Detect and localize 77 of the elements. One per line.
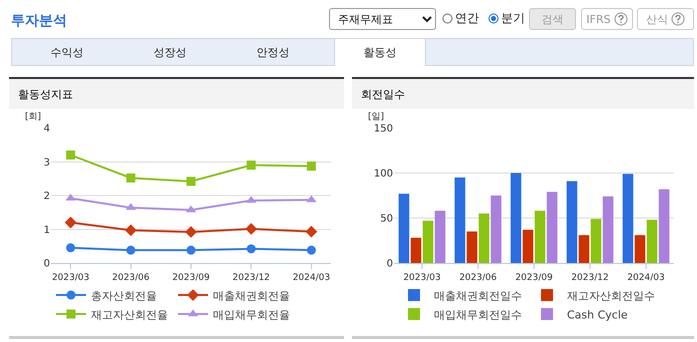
x-tick-label: 2023/12 xyxy=(571,272,609,283)
bar xyxy=(646,220,658,263)
bar xyxy=(434,210,446,263)
y-axis-title: [일] xyxy=(368,112,384,122)
bar xyxy=(422,220,434,263)
x-tick-label: 2023/09 xyxy=(172,272,210,283)
point xyxy=(126,173,136,182)
point xyxy=(245,223,258,235)
y-tick-label: 0 xyxy=(386,258,393,270)
text: 수익성 xyxy=(50,45,84,61)
legend-label: 매출채권회전율 xyxy=(213,289,290,302)
x-tick-label: 2023/06 xyxy=(112,272,150,283)
x-tick-label: 2023/12 xyxy=(232,272,270,283)
point xyxy=(64,216,76,228)
y-tick-label: 4 xyxy=(44,124,50,134)
bar xyxy=(602,196,614,263)
bar xyxy=(566,181,578,263)
y-tick-label: 0 xyxy=(44,258,50,270)
point xyxy=(186,176,196,186)
point xyxy=(186,246,196,255)
y-tick-label: 1 xyxy=(44,224,50,236)
text: 검색 xyxy=(529,8,576,30)
text: 활동성 xyxy=(334,38,426,66)
text: 연간 xyxy=(455,10,479,27)
x-tick-label: 2024/03 xyxy=(627,272,665,283)
y-tick-label: 3 xyxy=(44,157,50,168)
y-tick-label: 50 xyxy=(380,214,393,224)
legend-label: 총자산회전율 xyxy=(91,289,157,302)
legend-label: 매출채권회전일수 xyxy=(434,289,522,302)
bar xyxy=(410,238,422,263)
legend-label: 재고자산회전일수 xyxy=(567,289,655,302)
y-tick-label: 2 xyxy=(44,191,50,202)
point xyxy=(66,150,76,160)
point xyxy=(306,246,316,255)
x-tick-label: 2024/03 xyxy=(292,272,330,283)
point xyxy=(306,226,318,238)
bar xyxy=(546,192,558,263)
bar xyxy=(622,174,634,263)
legend-label: 매입채무회전일수 xyxy=(434,308,522,322)
bar xyxy=(658,189,670,263)
chart-title: 활동성지표 xyxy=(9,77,344,109)
bar xyxy=(578,235,590,263)
legend-label: Cash Cycle xyxy=(567,308,628,322)
x-tick-label: 2023/06 xyxy=(459,272,497,283)
text: 투자분석 xyxy=(11,12,67,30)
point xyxy=(126,246,136,255)
bar xyxy=(510,173,522,263)
bar xyxy=(466,232,478,263)
y-axis-title: [회] xyxy=(25,112,42,122)
text: 주재무제표 xyxy=(329,8,436,30)
bar xyxy=(634,235,646,263)
x-tick-label: 2023/09 xyxy=(515,272,553,283)
legend-label: 재고자산회전율 xyxy=(91,308,168,322)
x-tick-label: 2023/03 xyxy=(403,272,441,283)
text: 성장성 xyxy=(152,45,188,61)
bar xyxy=(478,214,490,263)
x-tick-label: 2023/03 xyxy=(52,272,90,283)
bar xyxy=(534,210,546,263)
y-tick-label: 100 xyxy=(374,168,393,180)
point xyxy=(246,160,256,170)
bar xyxy=(454,178,466,263)
text: IFRS xyxy=(586,12,611,26)
bar xyxy=(490,196,502,263)
text: 안정성 xyxy=(256,45,290,61)
bar xyxy=(398,194,410,263)
text: 분기 xyxy=(501,10,525,27)
bar xyxy=(522,230,534,263)
legend-label: 매입채무회전율 xyxy=(213,308,290,322)
bar xyxy=(590,218,602,263)
point xyxy=(246,244,256,254)
chart-title: 회전일수 xyxy=(352,77,694,109)
y-tick-label: 150 xyxy=(374,124,393,134)
text: 산식 xyxy=(646,12,668,26)
point xyxy=(124,224,137,236)
point xyxy=(306,162,316,171)
point xyxy=(185,226,197,238)
point xyxy=(66,243,76,252)
